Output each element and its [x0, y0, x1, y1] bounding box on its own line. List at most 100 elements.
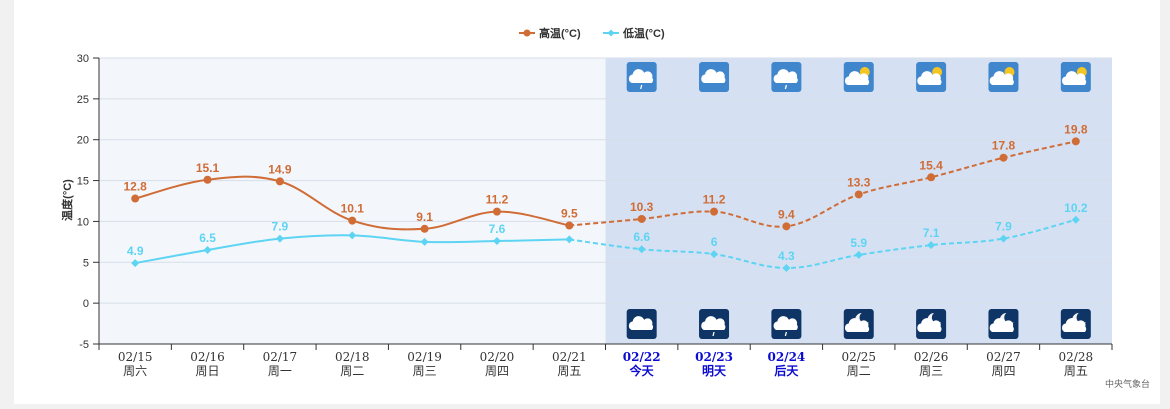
- cloud-shape: [628, 69, 654, 84]
- x-date-label: 02/19: [407, 350, 442, 364]
- high-temp-label: 17.8: [992, 139, 1016, 153]
- x-date-label: 02/25: [841, 350, 876, 364]
- rain-drop: [784, 84, 788, 90]
- light-rain-night-icon: [699, 309, 730, 339]
- x-date-label: 02/26: [914, 350, 949, 364]
- high-temp-label: 19.8: [1064, 122, 1088, 136]
- x-weekday-label: 周六: [123, 364, 147, 378]
- legend-item-low[interactable]: 低温(°C): [603, 26, 665, 40]
- y-tick-label: -5: [79, 339, 89, 351]
- legend-low-marker: [607, 29, 615, 37]
- y-axis-title: 温度(°C): [60, 179, 74, 221]
- high-temp-point[interactable]: [782, 222, 791, 231]
- low-temp-label: 4.3: [778, 249, 795, 263]
- cloudy-icon: [699, 62, 730, 92]
- x-date-label: 02/22: [623, 350, 661, 364]
- high-temp-point[interactable]: [492, 207, 501, 216]
- partly-cloudy-day-icon: [988, 62, 1019, 92]
- legend-high-label: 高温(°C): [539, 26, 581, 40]
- x-date-label: 02/17: [263, 350, 298, 364]
- legend-item-high[interactable]: 高温(°C): [519, 26, 581, 40]
- low-temp-label: 5.9: [850, 236, 867, 250]
- low-temp-point[interactable]: [637, 245, 646, 254]
- series-lines: [131, 137, 1080, 273]
- low-temp-point[interactable]: [203, 246, 212, 255]
- partly-cloudy-day-icon: [916, 62, 947, 92]
- high-temp-label: 13.3: [847, 175, 871, 189]
- high-temp-point[interactable]: [710, 207, 719, 216]
- light-rain-icon: [626, 62, 657, 92]
- low-temp-point[interactable]: [420, 237, 429, 246]
- low-temp-label: 6: [711, 235, 718, 249]
- chart-background: [99, 58, 1112, 344]
- x-date-label: 02/21: [552, 350, 587, 364]
- partly-cloudy-night-icon: [1060, 309, 1091, 339]
- forecast-region-bg: [605, 58, 1112, 344]
- partly-cloudy-day-icon: [1060, 62, 1091, 92]
- high-temp-point[interactable]: [999, 153, 1008, 162]
- x-weekday-label: 后天: [774, 363, 799, 378]
- legend: 高温(°C) 低温(°C): [519, 26, 665, 40]
- high-temp-point[interactable]: [131, 194, 140, 203]
- high-temp-point[interactable]: [348, 216, 357, 225]
- high-temp-point[interactable]: [854, 190, 863, 199]
- high-temp-point[interactable]: [637, 214, 646, 223]
- low-temp-point[interactable]: [927, 241, 936, 250]
- cloud-shape: [844, 71, 870, 86]
- weather-icons: [626, 62, 1091, 339]
- low-temp-point[interactable]: [999, 234, 1008, 243]
- x-date-label: 02/20: [480, 350, 515, 364]
- cloud-shape: [989, 71, 1014, 86]
- low-temp-point[interactable]: [275, 234, 284, 243]
- low-temp-label: 6.6: [633, 230, 650, 244]
- cloud-shape: [773, 316, 798, 330]
- high-temp-point[interactable]: [203, 175, 212, 184]
- high-temp-point[interactable]: [1071, 137, 1080, 146]
- x-date-label: 02/24: [768, 350, 806, 364]
- high-temp-label: 10.3: [630, 200, 654, 214]
- high-temp-label: 9.1: [416, 210, 433, 224]
- high-temp-point[interactable]: [275, 177, 284, 186]
- low-temp-label: 4.9: [127, 244, 144, 258]
- x-weekday-label: 周二: [847, 364, 871, 378]
- y-tick-label: 15: [77, 176, 89, 188]
- low-temp-point[interactable]: [710, 250, 719, 259]
- low-temp-label: 7.1: [923, 226, 940, 240]
- low-temp-point[interactable]: [348, 231, 357, 240]
- low-temp-point[interactable]: [131, 259, 140, 268]
- low-temp-point[interactable]: [1071, 215, 1080, 224]
- high-temp-label: 9.5: [561, 207, 578, 221]
- low-temp-point[interactable]: [565, 235, 574, 244]
- legend-low-label: 低温(°C): [622, 26, 665, 40]
- low-temp-label: 7.9: [272, 220, 289, 234]
- low-temp-point[interactable]: [854, 250, 863, 259]
- data-labels: 12.8 15.1 14.9 10.1 9.1 11.2 9.5 10.3 11.2 9.4 13.…: [123, 122, 1087, 263]
- cloud-shape: [1062, 318, 1087, 332]
- high-temp-point[interactable]: [420, 224, 429, 233]
- low-temp-point[interactable]: [782, 264, 791, 273]
- low-temp-point[interactable]: [492, 237, 501, 246]
- y-tick-label: 30: [77, 53, 89, 65]
- x-date-label: 02/16: [190, 350, 225, 364]
- high-temp-label: 10.1: [341, 202, 365, 216]
- low-temp-label: 10.2: [1064, 201, 1088, 215]
- high-temp-label: 11.2: [486, 193, 509, 207]
- rain-drop: [784, 331, 788, 337]
- x-date-label: 02/23: [695, 350, 733, 364]
- x-weekday-label: 今天: [629, 363, 655, 378]
- partly-cloudy-day-icon: [843, 62, 874, 92]
- cloud-shape: [773, 69, 798, 84]
- high-temp-point[interactable]: [927, 173, 936, 182]
- high-temp-label: 15.1: [196, 161, 220, 175]
- light-rain-night-icon: [771, 309, 802, 339]
- x-date-label: 02/18: [335, 350, 370, 364]
- rain-drop: [712, 331, 715, 337]
- partly-cloudy-night-icon: [916, 309, 947, 339]
- partly-cloudy-night-icon: [988, 309, 1019, 339]
- high-temp-label: 14.9: [268, 162, 292, 176]
- cloud-shape: [917, 71, 942, 86]
- high-temp-point[interactable]: [565, 221, 574, 230]
- x-weekday-label: 周四: [991, 364, 1015, 378]
- y-tick-label: 0: [83, 298, 89, 310]
